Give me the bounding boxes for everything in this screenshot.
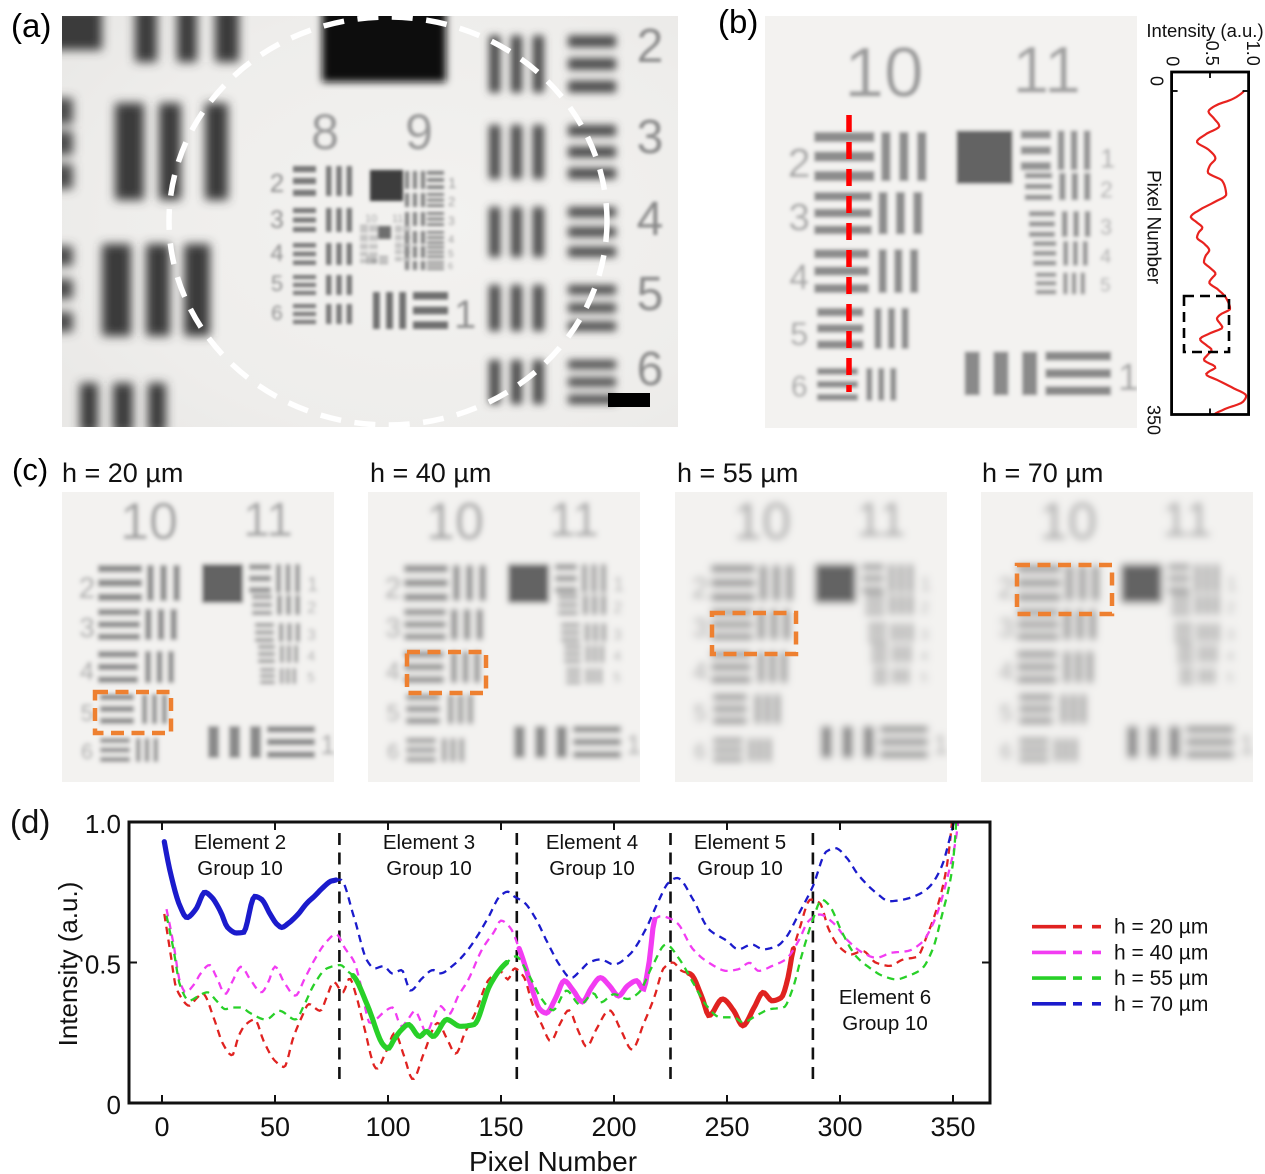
svg-text:h = 40 µm: h = 40 µm bbox=[1114, 941, 1208, 964]
svg-text:4: 4 bbox=[637, 193, 664, 246]
svg-text:6: 6 bbox=[271, 302, 283, 325]
svg-text:9: 9 bbox=[405, 104, 433, 160]
svg-text:6: 6 bbox=[448, 261, 453, 271]
svg-text:0: 0 bbox=[154, 1112, 169, 1142]
svg-text:5: 5 bbox=[271, 271, 283, 296]
svg-text:4: 4 bbox=[270, 240, 283, 267]
svg-text:5: 5 bbox=[448, 249, 454, 260]
svg-text:h = 70 µm: h = 70 µm bbox=[1114, 993, 1208, 1016]
svg-text:Pixel Number: Pixel Number bbox=[469, 1146, 637, 1174]
svg-text:50: 50 bbox=[260, 1112, 290, 1142]
svg-text:4: 4 bbox=[448, 234, 454, 246]
svg-text:(d): (d) bbox=[10, 803, 50, 840]
svg-text:h = 20 µm: h = 20 µm bbox=[1114, 916, 1208, 939]
svg-text:Pixel Number: Pixel Number bbox=[1143, 170, 1164, 285]
svg-text:5: 5 bbox=[637, 268, 664, 321]
svg-text:3: 3 bbox=[270, 206, 284, 234]
svg-text:0: 0 bbox=[1147, 76, 1167, 86]
svg-text:0.5: 0.5 bbox=[85, 950, 121, 980]
svg-text:h = 55 µm: h = 55 µm bbox=[1114, 967, 1208, 990]
svg-text:1: 1 bbox=[448, 175, 456, 192]
svg-text:11: 11 bbox=[392, 213, 403, 225]
svg-text:3: 3 bbox=[637, 111, 664, 164]
svg-text:300: 300 bbox=[817, 1112, 862, 1142]
svg-text:150: 150 bbox=[478, 1112, 523, 1142]
svg-text:0: 0 bbox=[1163, 56, 1183, 66]
svg-text:2: 2 bbox=[448, 194, 455, 209]
svg-text:1.0: 1.0 bbox=[1243, 41, 1263, 66]
svg-text:2: 2 bbox=[270, 168, 284, 198]
svg-text:Intensity (a.u.): Intensity (a.u.) bbox=[53, 882, 83, 1047]
svg-text:2: 2 bbox=[637, 20, 664, 73]
svg-text:Intensity (a.u.): Intensity (a.u.) bbox=[1146, 20, 1263, 41]
svg-text:200: 200 bbox=[591, 1112, 636, 1142]
svg-text:350: 350 bbox=[1144, 405, 1164, 435]
svg-text:10: 10 bbox=[365, 213, 377, 225]
svg-text:250: 250 bbox=[704, 1112, 749, 1142]
svg-text:1: 1 bbox=[454, 293, 476, 337]
svg-text:100: 100 bbox=[365, 1112, 410, 1142]
svg-text:6: 6 bbox=[637, 343, 664, 396]
svg-text:0.5: 0.5 bbox=[1202, 41, 1222, 66]
svg-text:350: 350 bbox=[930, 1112, 975, 1142]
svg-text:0: 0 bbox=[107, 1090, 121, 1120]
svg-text:8: 8 bbox=[311, 104, 339, 160]
svg-text:1.0: 1.0 bbox=[85, 809, 121, 839]
svg-text:3: 3 bbox=[448, 214, 455, 228]
